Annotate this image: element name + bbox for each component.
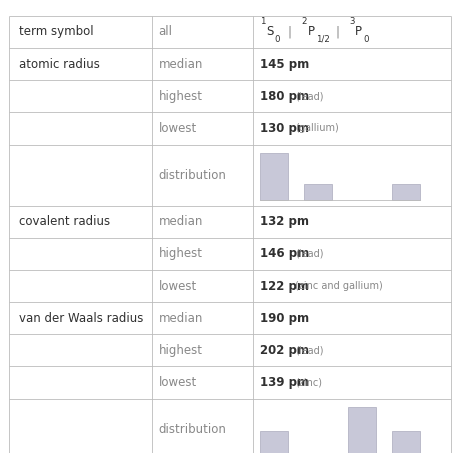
Bar [347,407,375,453]
Bar [391,184,420,200]
Text: distribution: distribution [158,169,226,182]
Text: |: | [335,25,339,39]
Bar [303,184,331,200]
Text: highest: highest [158,344,202,357]
Text: distribution: distribution [158,423,226,436]
Text: median: median [158,58,202,71]
Text: highest: highest [158,90,202,103]
Bar [391,430,420,453]
Text: (zinc): (zinc) [295,377,322,388]
Text: 122 pm: 122 pm [259,280,308,293]
Text: lowest: lowest [158,280,196,293]
Text: 202 pm: 202 pm [259,344,308,357]
Text: highest: highest [158,247,202,260]
Text: lowest: lowest [158,122,196,135]
Text: lowest: lowest [158,376,196,389]
Text: 0: 0 [363,35,368,43]
Text: (lead): (lead) [295,345,323,356]
Text: 180 pm: 180 pm [259,90,308,103]
Bar [259,430,288,453]
Text: covalent radius: covalent radius [19,215,110,228]
Text: van der Waals radius: van der Waals radius [19,312,143,325]
Text: 1/2: 1/2 [315,35,329,43]
Text: S: S [265,25,273,39]
Text: median: median [158,215,202,228]
Text: P: P [307,25,314,39]
Text: |: | [287,25,291,39]
Text: all: all [158,25,172,39]
Text: (lead): (lead) [295,249,323,259]
Text: atomic radius: atomic radius [19,58,100,71]
Text: P: P [354,25,361,39]
Text: 0: 0 [274,35,279,43]
Text: 132 pm: 132 pm [259,215,308,228]
Text: 146 pm: 146 pm [259,247,308,260]
Text: 145 pm: 145 pm [259,58,308,71]
Text: (zinc and gallium): (zinc and gallium) [295,281,382,291]
Text: 3: 3 [348,18,354,26]
Text: 130 pm: 130 pm [259,122,308,135]
Text: 1: 1 [259,18,265,26]
Text: (gallium): (gallium) [295,123,338,134]
Text: 2: 2 [301,18,307,26]
Text: median: median [158,312,202,325]
Text: 190 pm: 190 pm [259,312,308,325]
Text: term symbol: term symbol [19,25,94,39]
Text: (lead): (lead) [295,91,323,101]
Text: 139 pm: 139 pm [259,376,308,389]
Bar [259,153,288,200]
